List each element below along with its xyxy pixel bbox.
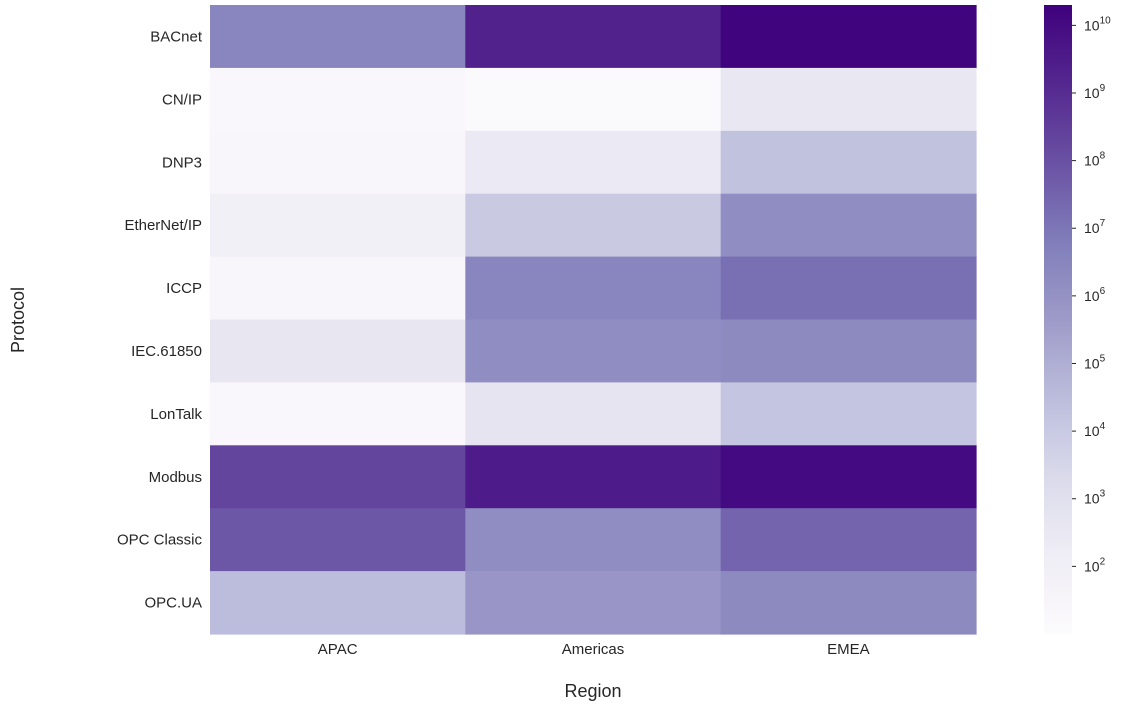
heatmap-cell	[720, 67, 977, 132]
colorbar-tick-label: 102	[1084, 556, 1106, 574]
heatmap-cell	[465, 67, 722, 132]
colorbar-tick-label: 108	[1084, 151, 1106, 169]
colorbar-tick-label: 104	[1084, 421, 1106, 439]
colorbar-tick-label: 107	[1084, 218, 1106, 236]
y-tick-label: DNP3	[162, 154, 202, 171]
heatmap-cell	[210, 445, 466, 509]
x-axis-ticks: APAC Americas EMEA	[318, 641, 870, 658]
colorbar-tick-label: 1010	[1084, 15, 1111, 33]
heatmap-cell	[720, 130, 977, 195]
heatmap-cell	[210, 193, 466, 258]
heatmap-cell	[210, 319, 466, 383]
x-axis-label: Region	[564, 681, 621, 701]
y-tick-label: CN/IP	[162, 91, 202, 108]
heatmap-cell	[465, 508, 722, 572]
heatmap-cell	[210, 5, 466, 69]
heatmap-cell	[465, 5, 722, 69]
heatmap-cell	[465, 382, 722, 446]
heatmap-cell	[720, 193, 977, 258]
heatmap-cell	[210, 130, 466, 195]
heatmap-cell	[720, 256, 977, 321]
heatmap-cell	[465, 193, 722, 258]
heatmap-cell	[720, 508, 977, 572]
heatmap-cell	[720, 5, 977, 69]
colorbar-ticks: 102 103 104 105 106 107 108 109 1010	[1072, 15, 1111, 574]
x-tick-label: EMEA	[827, 641, 870, 658]
heatmap-cell	[720, 382, 977, 446]
heatmap-cell	[465, 445, 722, 509]
heatmap-cell	[210, 382, 466, 446]
heatmap-cell	[465, 319, 722, 383]
heatmap-cell	[465, 130, 722, 195]
heatmap-cell	[720, 445, 977, 509]
colorbar-tick-label: 103	[1084, 489, 1106, 507]
heatmap-cells	[210, 5, 977, 635]
heatmap-cell	[210, 67, 466, 132]
y-tick-label: Modbus	[149, 469, 202, 486]
heatmap-cell	[720, 319, 977, 383]
y-tick-label: OPC.UA	[144, 595, 202, 612]
colorbar-tick-label: 106	[1084, 286, 1106, 304]
heatmap-cell	[720, 571, 977, 635]
x-tick-label: Americas	[562, 641, 625, 658]
y-tick-label: LonTalk	[150, 406, 202, 423]
y-axis-label: Protocol	[8, 287, 28, 353]
colorbar-tick-label: 109	[1084, 83, 1106, 101]
heatmap-cell	[465, 256, 722, 321]
y-tick-label: BACnet	[150, 28, 203, 45]
heatmap-cell	[210, 508, 466, 572]
y-tick-label: IEC.61850	[131, 343, 202, 360]
heatmap-cell	[465, 571, 722, 635]
heatmap-cell	[210, 571, 466, 635]
y-tick-label: EtherNet/IP	[124, 217, 202, 234]
heatmap-cell	[210, 256, 466, 321]
y-tick-label: ICCP	[166, 280, 202, 297]
x-tick-label: APAC	[318, 641, 358, 658]
y-axis-ticks: BACnet CN/IP DNP3 EtherNet/IP ICCP IEC.61850 L…	[117, 28, 203, 611]
colorbar	[1044, 5, 1072, 634]
y-tick-label: OPC Classic	[117, 532, 203, 549]
colorbar-tick-label: 105	[1084, 353, 1106, 371]
